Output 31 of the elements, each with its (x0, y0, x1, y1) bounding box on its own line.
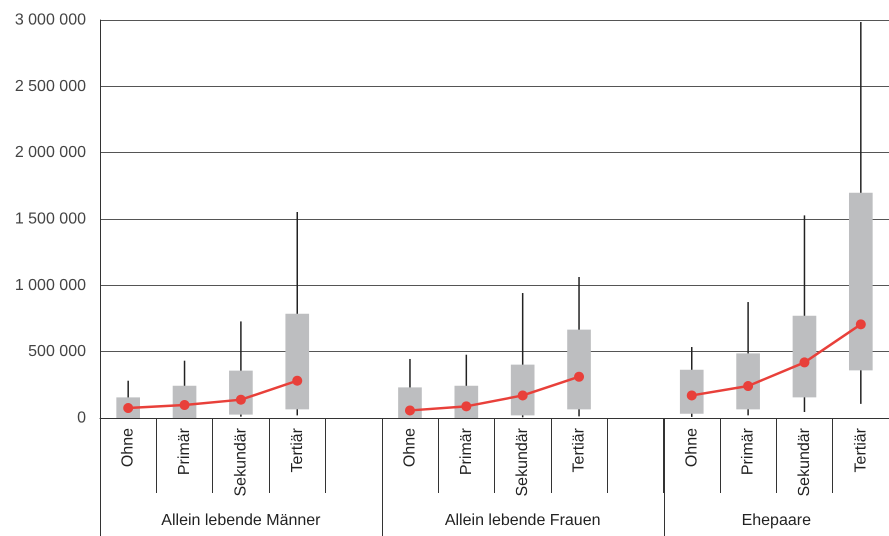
point (799, 357, 810, 368)
x-tick-label: Tertiär (570, 427, 588, 472)
text: Allein lebende Frauen (444, 512, 602, 530)
x-tick-label: Primär (176, 427, 194, 476)
y-tick-label: 1 000 000 (14, 276, 86, 294)
x-tick-label: Sekundär (232, 427, 250, 496)
y-tick-label: 2 000 000 (14, 144, 86, 162)
y-tick-label: 2 500 000 (14, 78, 86, 95)
y-tick-label: 500 000 (28, 343, 86, 360)
x-tick-label: Tertiär (288, 427, 306, 472)
x-tick-label: Primär (740, 427, 757, 476)
point (743, 381, 754, 392)
point (856, 319, 866, 330)
point (292, 376, 302, 386)
x-tick-label: Ohne (683, 428, 700, 468)
point (686, 390, 697, 400)
point (518, 390, 528, 400)
x-tick-label: Ohne (120, 428, 137, 468)
point (404, 405, 415, 416)
x-tick-label: Primär (458, 427, 475, 476)
text: Ehepaare (740, 512, 812, 530)
x-tick-label: Ohne (401, 428, 418, 468)
y-tick-label: 1 500 000 (14, 210, 86, 228)
text: Allein lebende Männer (160, 512, 322, 530)
x-tick-label: Sekundär (796, 427, 813, 496)
point (236, 394, 246, 405)
y-tick-label: 0 (77, 410, 86, 426)
y-tick-label: 3 000 000 (14, 12, 86, 28)
x-tick-label: Sekundär (514, 427, 532, 496)
x-tick-label: Tertiär (852, 427, 870, 472)
point (574, 372, 584, 382)
